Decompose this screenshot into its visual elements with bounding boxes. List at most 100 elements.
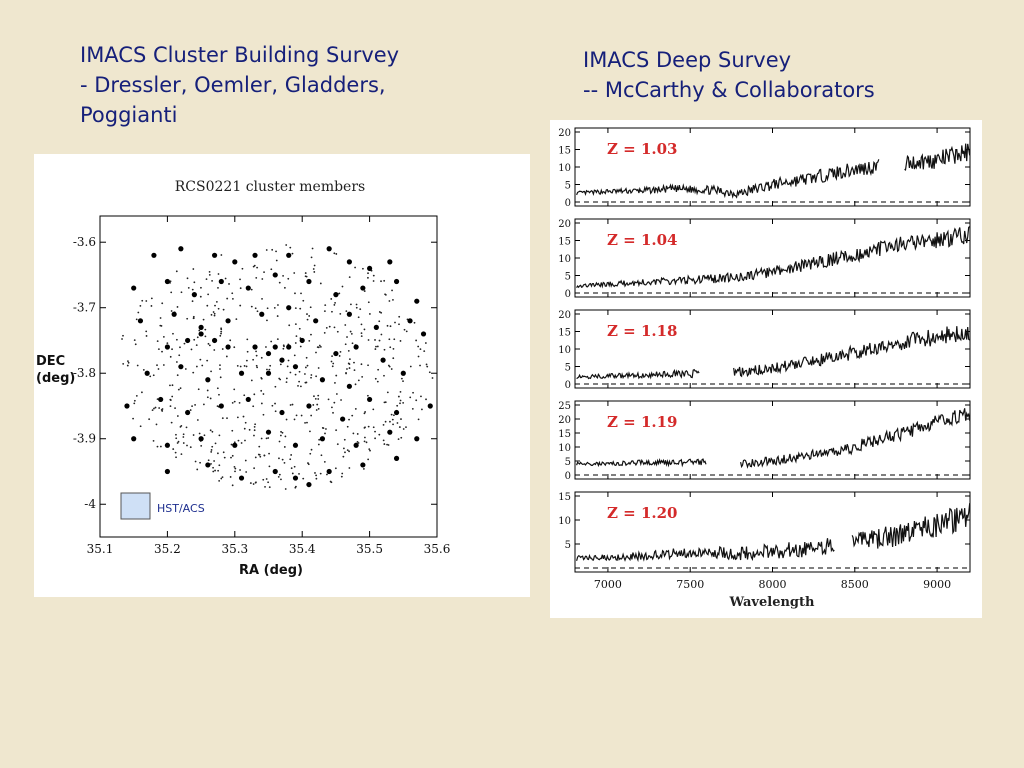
- field-galaxy-point: [283, 461, 286, 464]
- field-galaxy-point: [145, 330, 148, 333]
- field-galaxy-point: [255, 276, 258, 279]
- field-galaxy-point: [368, 448, 371, 450]
- y-tick-label: 5: [565, 540, 571, 551]
- field-galaxy-point: [333, 401, 336, 404]
- field-galaxy-point: [160, 408, 163, 411]
- field-galaxy-point: [305, 356, 308, 359]
- field-galaxy-point: [367, 301, 370, 304]
- field-galaxy-point: [260, 356, 263, 359]
- field-galaxy-point: [212, 466, 214, 469]
- field-galaxy-point: [304, 366, 307, 369]
- field-galaxy-point: [220, 254, 223, 256]
- y-tick-label: 0: [565, 198, 571, 209]
- field-galaxy-point: [309, 452, 312, 455]
- field-galaxy-point: [198, 329, 201, 332]
- field-galaxy-point: [206, 396, 209, 399]
- field-galaxy-point: [210, 370, 212, 373]
- field-galaxy-point: [420, 395, 422, 398]
- field-galaxy-point: [276, 338, 279, 341]
- spectrum-line: [576, 326, 971, 380]
- field-galaxy-point: [304, 381, 307, 384]
- y-tick-label: 20: [558, 219, 571, 230]
- field-galaxy-point: [365, 441, 368, 444]
- field-galaxy-point: [289, 371, 292, 374]
- cluster-member-point: [286, 344, 292, 350]
- field-galaxy-point: [218, 464, 221, 467]
- field-galaxy-point: [304, 373, 306, 375]
- cluster-member-point: [171, 311, 177, 317]
- field-galaxy-point: [339, 312, 342, 315]
- spectrum-line: [576, 503, 971, 563]
- field-galaxy-point: [278, 440, 281, 443]
- field-galaxy-point: [342, 447, 345, 450]
- cluster-member-point: [158, 396, 164, 403]
- field-galaxy-point: [216, 387, 219, 390]
- field-galaxy-point: [243, 394, 246, 397]
- x-tick-label: 7500: [676, 578, 704, 591]
- cluster-member-point: [164, 442, 170, 448]
- field-galaxy-point: [359, 308, 362, 311]
- cluster-member-point: [178, 364, 184, 370]
- cluster-member-point: [326, 246, 332, 252]
- field-galaxy-point: [174, 407, 176, 410]
- cluster-member-point: [151, 252, 157, 258]
- field-galaxy-point: [290, 454, 293, 456]
- field-galaxy-point: [293, 418, 296, 421]
- field-galaxy-point: [417, 418, 420, 421]
- field-galaxy-point: [376, 380, 379, 383]
- field-galaxy-point: [262, 413, 265, 416]
- field-galaxy-point: [383, 374, 385, 377]
- field-galaxy-point: [231, 297, 234, 300]
- field-galaxy-point: [347, 362, 350, 365]
- field-galaxy-point: [218, 434, 221, 437]
- field-galaxy-point: [265, 478, 268, 480]
- cluster-member-point: [373, 324, 379, 330]
- field-galaxy-point: [332, 411, 334, 414]
- field-galaxy-point: [277, 475, 280, 478]
- field-galaxy-point: [372, 280, 375, 282]
- field-galaxy-point: [374, 377, 377, 380]
- field-galaxy-point: [265, 346, 267, 348]
- cluster-member-point: [265, 429, 272, 435]
- field-galaxy-point: [278, 281, 281, 284]
- field-galaxy-point: [284, 488, 287, 490]
- field-galaxy-point: [307, 462, 309, 464]
- cluster-member-point: [252, 344, 258, 350]
- y-tick-label: 10: [558, 254, 571, 265]
- right-heading-line2: -- McCarthy & Collaborators: [583, 78, 875, 102]
- field-galaxy-point: [262, 393, 265, 395]
- cluster-member-point: [279, 357, 285, 363]
- field-galaxy-point: [236, 416, 239, 419]
- field-galaxy-point: [310, 374, 313, 376]
- field-galaxy-point: [294, 292, 296, 295]
- field-galaxy-point: [415, 399, 418, 402]
- field-galaxy-point: [209, 397, 212, 400]
- field-galaxy-point: [312, 268, 315, 270]
- field-galaxy-point: [264, 485, 266, 488]
- field-galaxy-point: [175, 456, 177, 459]
- field-galaxy-point: [313, 264, 316, 267]
- field-galaxy-point: [394, 321, 396, 324]
- field-galaxy-point: [305, 275, 308, 278]
- field-galaxy-point: [386, 324, 389, 327]
- field-galaxy-point: [317, 394, 320, 397]
- scatter-xlabel: RA (deg): [239, 563, 303, 578]
- field-galaxy-point: [179, 387, 182, 390]
- field-galaxy-point: [362, 267, 364, 270]
- field-galaxy-point: [177, 388, 180, 391]
- field-galaxy-point: [207, 293, 210, 296]
- hst-acs-label: HST/ACS: [157, 502, 205, 515]
- field-galaxy-point: [256, 366, 259, 369]
- field-galaxy-point: [265, 437, 268, 440]
- cluster-member-point: [279, 409, 285, 416]
- field-galaxy-point: [354, 266, 356, 269]
- field-galaxy-point: [425, 363, 428, 366]
- x-tick-label: 7000: [594, 578, 622, 591]
- field-galaxy-point: [388, 300, 391, 302]
- field-galaxy-point: [157, 368, 160, 370]
- field-galaxy-point: [221, 476, 224, 478]
- field-galaxy-point: [324, 432, 326, 435]
- field-galaxy-point: [374, 348, 377, 350]
- cluster-member-point: [353, 344, 359, 350]
- field-galaxy-point: [355, 306, 358, 309]
